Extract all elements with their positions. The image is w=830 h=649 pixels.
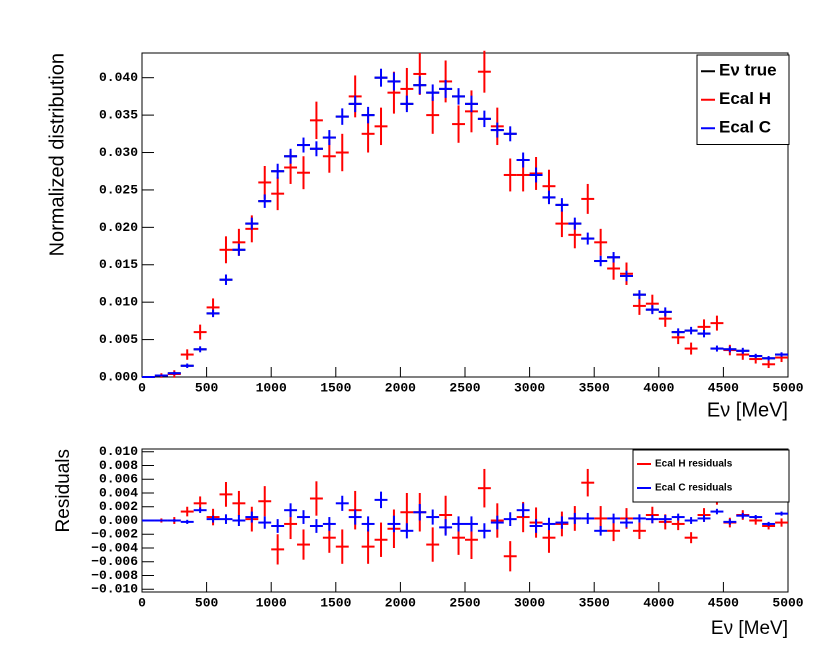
y-tick-label: 0.006 [99, 472, 138, 487]
y-tick-label: 0.025 [99, 182, 138, 197]
x-tick-label: 4500 [708, 380, 739, 395]
x-tick-label: 3000 [514, 595, 545, 610]
x-axis-label: Eν [MeV] [711, 618, 788, 639]
legend-label: Ecal C residuals [655, 483, 733, 494]
x-tick-label: 4500 [708, 595, 739, 610]
legend-label: Ecal H [719, 89, 771, 108]
x-tick-label: 1500 [320, 595, 351, 610]
x-tick-label: 1000 [256, 380, 287, 395]
legend-label: Ecal H residuals [655, 459, 733, 470]
x-tick-label: 2500 [449, 380, 480, 395]
x-tick-label: 2500 [449, 595, 480, 610]
y-tick-label: −0.008 [91, 568, 138, 583]
legend-label: Ecal C [719, 118, 771, 137]
x-tick-label: 1500 [320, 380, 351, 395]
y-tick-label: 0.015 [99, 257, 138, 272]
y-tick-label: 0.020 [99, 220, 138, 235]
x-tick-label: 5000 [772, 380, 803, 395]
y-tick-label: 0.004 [99, 485, 138, 500]
y-tick-label: 0.040 [99, 70, 138, 85]
x-tick-label: 3500 [579, 595, 610, 610]
x-tick-label: 4000 [643, 380, 674, 395]
x-tick-label: 3500 [579, 380, 610, 395]
y-axis-label: Residuals [53, 449, 74, 532]
x-tick-label: 1000 [256, 595, 287, 610]
x-tick-label: 4000 [643, 595, 674, 610]
x-tick-label: 500 [195, 380, 219, 395]
y-axis-label: Normalized distribution [46, 53, 68, 256]
y-tick-label: −0.002 [91, 527, 138, 542]
x-tick-label: 3000 [514, 380, 545, 395]
y-tick-label: 0.000 [99, 369, 138, 384]
y-tick-label: 0.030 [99, 145, 138, 160]
x-tick-label: 5000 [772, 595, 803, 610]
x-axis-label: Eν [MeV] [707, 399, 788, 421]
y-tick-label: −0.004 [91, 540, 138, 555]
y-tick-label: 0.035 [99, 108, 138, 123]
y-tick-label: 0.008 [99, 458, 138, 473]
x-tick-label: 2000 [385, 380, 416, 395]
legend-label: Eν true [719, 61, 777, 80]
y-tick-label: −0.010 [91, 582, 138, 597]
x-tick-label: 0 [138, 380, 146, 395]
x-tick-label: 500 [195, 595, 219, 610]
x-tick-label: 2000 [385, 595, 416, 610]
y-tick-label: 0.002 [99, 499, 138, 514]
legend-box [632, 449, 790, 503]
y-tick-label: 0.005 [99, 332, 138, 347]
y-tick-label: 0.010 [99, 295, 138, 310]
y-tick-label: −0.006 [91, 554, 138, 569]
x-tick-label: 0 [138, 595, 146, 610]
y-tick-label: 0.000 [99, 513, 138, 528]
y-tick-label: 0.010 [99, 444, 138, 459]
